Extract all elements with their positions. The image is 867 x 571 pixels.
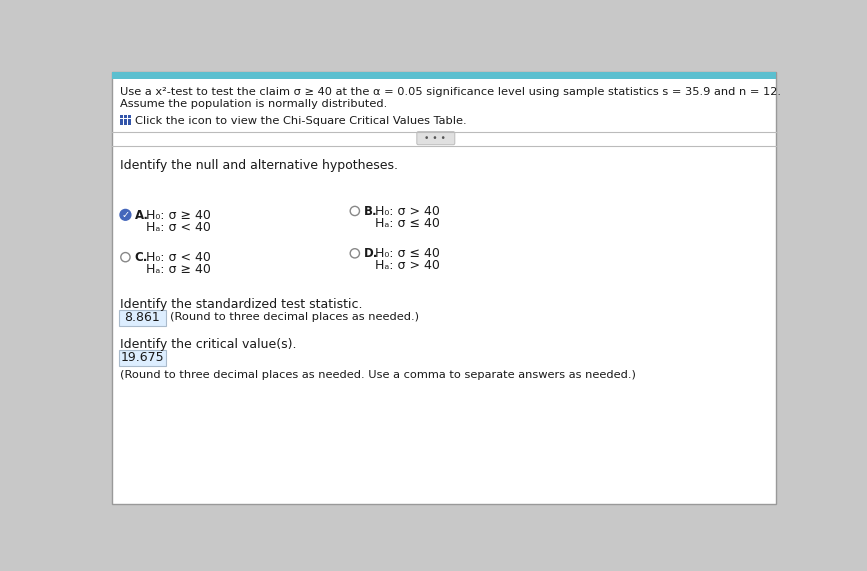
- FancyBboxPatch shape: [112, 73, 777, 504]
- Text: Hₐ: σ < 40: Hₐ: σ < 40: [146, 221, 211, 234]
- Text: Hₐ: σ ≥ 40: Hₐ: σ ≥ 40: [146, 263, 211, 276]
- Text: • • •: • • •: [425, 134, 447, 143]
- FancyBboxPatch shape: [124, 119, 127, 122]
- FancyBboxPatch shape: [120, 122, 123, 126]
- Circle shape: [120, 210, 131, 220]
- FancyBboxPatch shape: [120, 115, 123, 118]
- FancyBboxPatch shape: [124, 115, 127, 118]
- FancyBboxPatch shape: [120, 309, 166, 325]
- Text: Assume the population is normally distributed.: Assume the population is normally distri…: [120, 99, 388, 109]
- FancyBboxPatch shape: [124, 122, 127, 126]
- Text: Identify the critical value(s).: Identify the critical value(s).: [120, 338, 297, 351]
- Text: H₀: σ > 40: H₀: σ > 40: [375, 205, 440, 218]
- Text: Identify the standardized test statistic.: Identify the standardized test statistic…: [120, 298, 362, 311]
- FancyBboxPatch shape: [120, 119, 123, 122]
- Text: D.: D.: [364, 247, 379, 260]
- Text: H₀: σ < 40: H₀: σ < 40: [146, 251, 211, 264]
- Text: 8.861: 8.861: [125, 311, 160, 324]
- FancyBboxPatch shape: [127, 115, 131, 118]
- Circle shape: [350, 249, 360, 258]
- Text: Hₐ: σ > 40: Hₐ: σ > 40: [375, 259, 440, 272]
- Text: (Round to three decimal places as needed.): (Round to three decimal places as needed…: [170, 312, 419, 322]
- Text: Click the icon to view the Chi-Square Critical Values Table.: Click the icon to view the Chi-Square Cr…: [134, 116, 466, 126]
- Circle shape: [350, 206, 360, 216]
- Text: C.: C.: [134, 251, 148, 264]
- FancyBboxPatch shape: [417, 132, 455, 145]
- Text: B.: B.: [364, 205, 378, 218]
- FancyBboxPatch shape: [112, 73, 777, 79]
- Text: 19.675: 19.675: [121, 351, 164, 364]
- Text: Use a x²-test to test the claim σ ≥ 40 at the α = 0.05 significance level using : Use a x²-test to test the claim σ ≥ 40 a…: [120, 87, 781, 97]
- FancyBboxPatch shape: [120, 349, 166, 366]
- Text: H₀: σ ≥ 40: H₀: σ ≥ 40: [146, 208, 211, 222]
- Text: A.: A.: [134, 208, 149, 222]
- Text: H₀: σ ≤ 40: H₀: σ ≤ 40: [375, 247, 440, 260]
- Circle shape: [121, 252, 130, 262]
- FancyBboxPatch shape: [127, 122, 131, 126]
- Text: ✓: ✓: [121, 210, 129, 220]
- Text: (Round to three decimal places as needed. Use a comma to separate answers as nee: (Round to three decimal places as needed…: [120, 371, 636, 380]
- Text: Hₐ: σ ≤ 40: Hₐ: σ ≤ 40: [375, 217, 440, 230]
- Text: Identify the null and alternative hypotheses.: Identify the null and alternative hypoth…: [120, 159, 398, 172]
- FancyBboxPatch shape: [127, 119, 131, 122]
